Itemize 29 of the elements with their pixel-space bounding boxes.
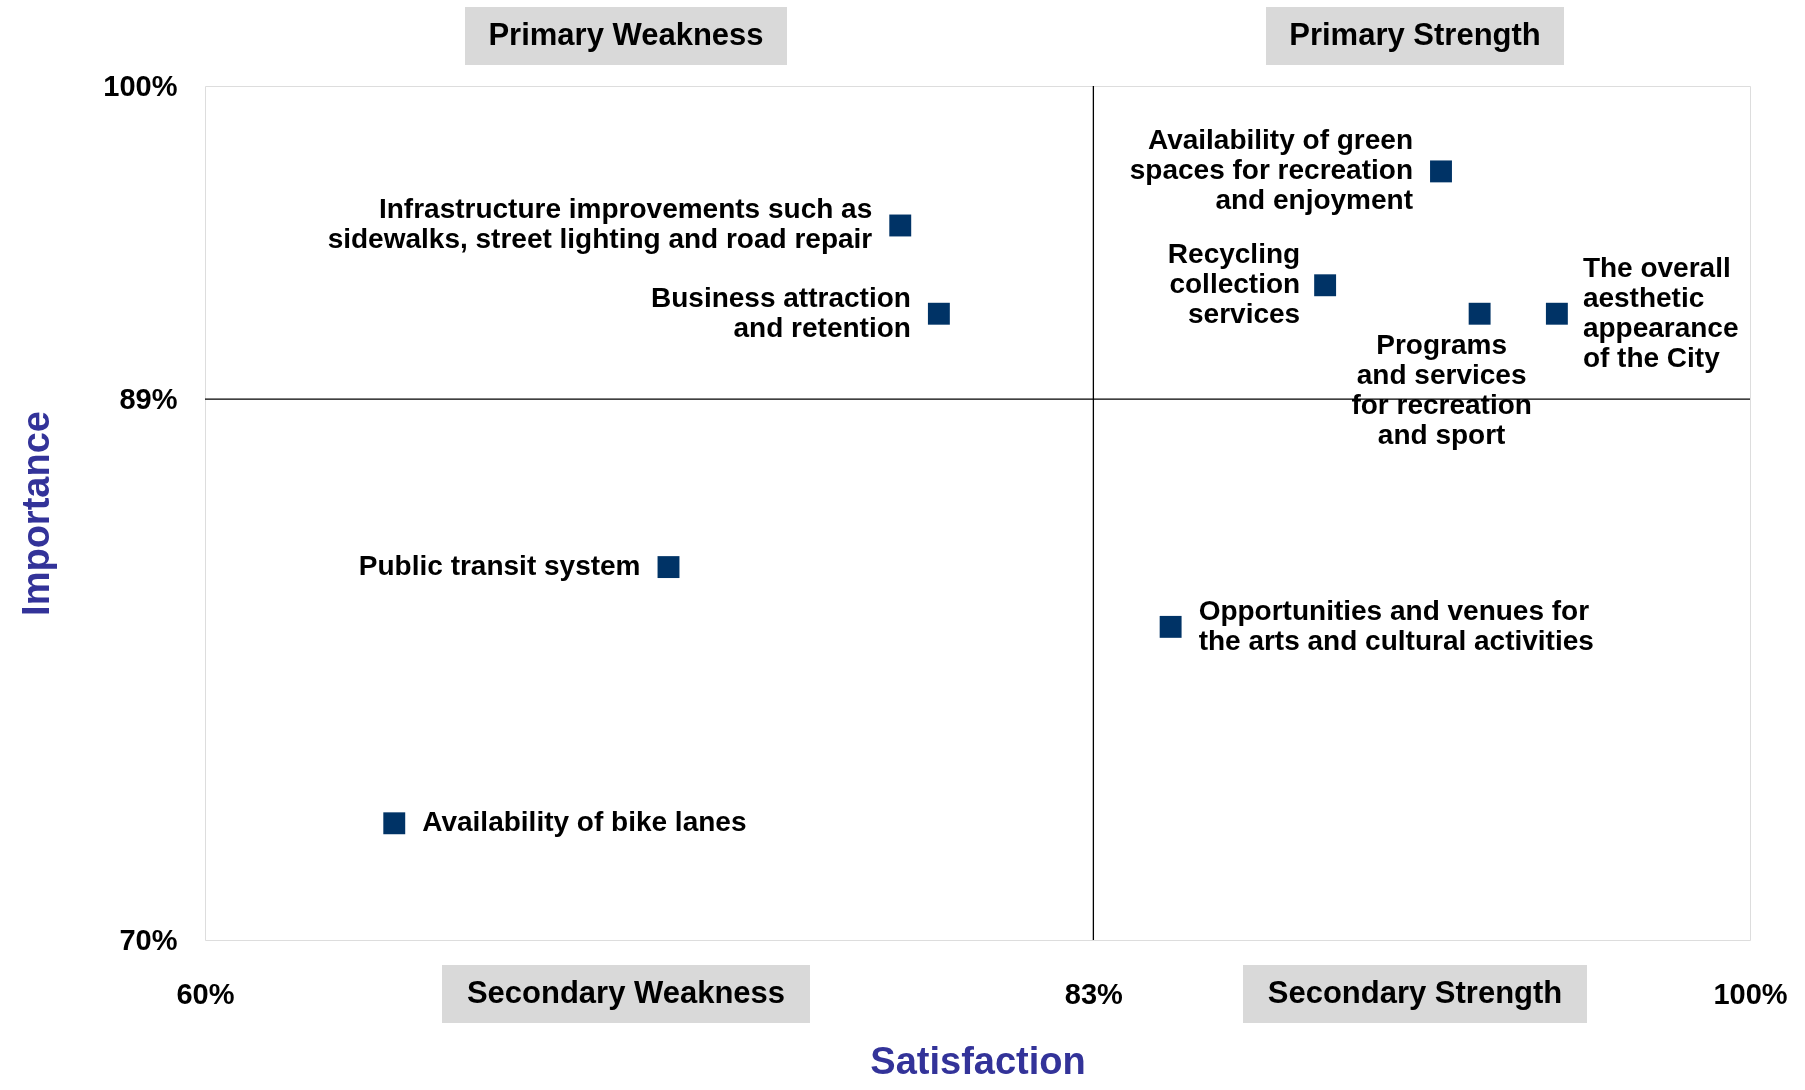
text: Primary Weakness — [488, 17, 764, 52]
point — [1314, 274, 1337, 297]
point — [1159, 615, 1182, 638]
y-tick-label: 70% — [119, 923, 178, 956]
annotation: Availability of bike lanes — [422, 806, 747, 838]
text: Secondary Weakness — [466, 975, 786, 1010]
x-tick-label: 100% — [1713, 977, 1788, 1010]
point — [657, 556, 680, 579]
point — [927, 302, 950, 325]
annotation: Public transit system — [358, 550, 641, 582]
y-axis-title: Importance — [14, 411, 57, 616]
point — [383, 812, 406, 835]
point — [1468, 302, 1491, 325]
point — [1430, 160, 1452, 183]
annotation: Recycling collection services — [1167, 238, 1301, 330]
y-tick-label: 89% — [119, 382, 178, 415]
text: Primary Strength — [1289, 17, 1541, 52]
annotation: Infrastructure improvements such as sidewalks, street lighting and road repair — [327, 193, 873, 255]
annotation: Business attraction and retention — [651, 281, 911, 343]
x-axis-title: Satisfaction — [870, 1039, 1086, 1082]
text: Secondary Strength — [1267, 975, 1563, 1010]
annotation: Opportunities and venues for the arts and cultural activities — [1198, 594, 1594, 656]
annotation: The overall aesthetic appearance of the City — [1582, 251, 1739, 373]
x-tick-label: 60% — [176, 977, 235, 1010]
point — [1545, 302, 1568, 325]
x-tick-label: 83% — [1064, 977, 1124, 1010]
y-tick-label: 100% — [103, 69, 178, 102]
point — [889, 214, 912, 237]
annotation: Availability of green spaces for recreation and enjoyment — [1129, 124, 1413, 216]
